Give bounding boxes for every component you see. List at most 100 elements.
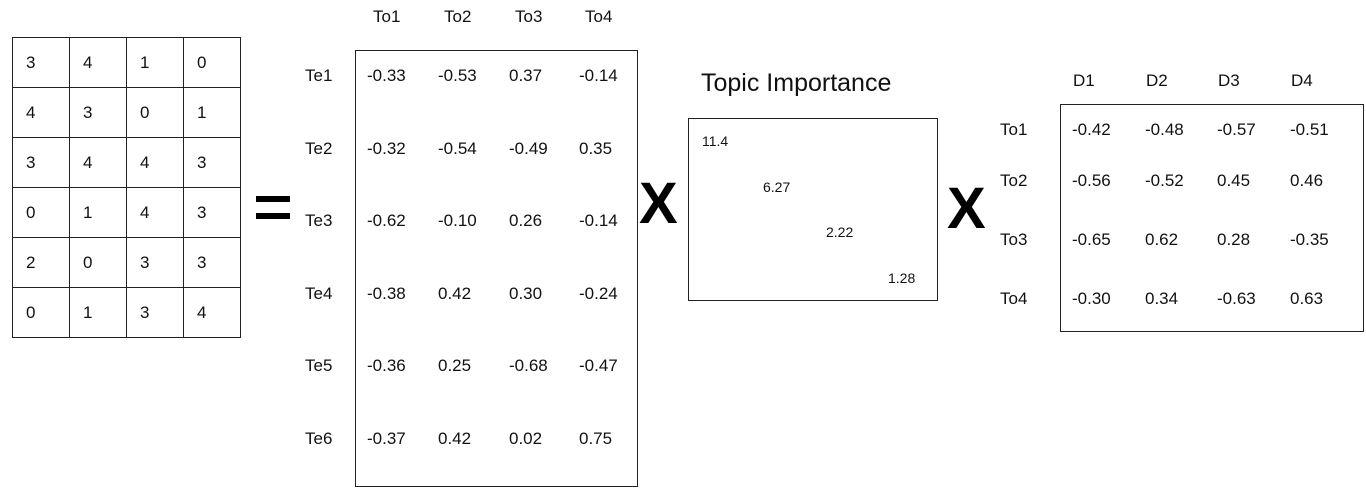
- matrix-cell: -0.63: [1217, 289, 1256, 308]
- matrix-cell: 4: [69, 37, 127, 88]
- row-header: Te2: [305, 139, 333, 158]
- matrix-cell: 4: [126, 187, 184, 238]
- matrix-cell: -0.48: [1145, 120, 1184, 139]
- matrix-row: 0 1 4 3: [12, 187, 241, 238]
- matrix-cell: 0.63: [1290, 289, 1324, 308]
- matrix-cell: 4: [126, 137, 184, 188]
- matrix-cell: 0.34: [1145, 289, 1179, 308]
- matrix-cell: 2: [12, 237, 70, 288]
- matrix-cell: 0.46: [1290, 171, 1324, 190]
- equals-bar-top: [256, 196, 290, 202]
- row-header: Te6: [305, 429, 333, 448]
- matrix-cell: 1: [183, 87, 241, 138]
- column-header: To4: [585, 7, 613, 26]
- matrix-cell: 0.42: [438, 284, 472, 303]
- matrix-cell: -0.14: [579, 66, 618, 85]
- matrix-cell: 0.25: [438, 356, 472, 375]
- matrix-cell: 0.75: [579, 429, 613, 448]
- matrix-cell: 0.45: [1217, 171, 1251, 190]
- matrix-cell: 0: [183, 37, 241, 88]
- matrix-cell: -0.14: [579, 211, 618, 230]
- matrix-cell: -0.38: [367, 284, 406, 303]
- term-document-matrix: 3 4 1 0 4 3 0 1 3 4 4 3 0 1 4 3 2 0 3 3: [12, 37, 241, 338]
- matrix-cell: -0.54: [438, 139, 477, 158]
- row-header: Te3: [305, 211, 333, 230]
- matrix-cell: 4: [69, 137, 127, 188]
- matrix-cell: 3: [69, 87, 127, 138]
- matrix-cell: -0.37: [367, 429, 406, 448]
- matrix-cell: -0.62: [367, 211, 406, 230]
- matrix-cell: -0.24: [579, 284, 618, 303]
- matrix-cell: -0.30: [1072, 289, 1111, 308]
- column-header: To2: [444, 7, 472, 26]
- topic-document-matrix-border: [1060, 104, 1364, 332]
- column-header: To1: [373, 7, 401, 26]
- matrix-cell: -0.49: [509, 139, 548, 158]
- matrix-cell: 0.28: [1217, 230, 1251, 249]
- matrix-cell: -0.65: [1072, 230, 1111, 249]
- matrix-cell: -0.47: [579, 356, 618, 375]
- matrix-cell: 4: [183, 287, 241, 338]
- matrix-cell: 0.26: [509, 211, 543, 230]
- column-header: D4: [1291, 71, 1313, 90]
- matrix-cell: 0: [12, 187, 70, 238]
- matrix-cell: -0.53: [438, 66, 477, 85]
- matrix-row: 2 0 3 3: [12, 237, 241, 288]
- column-header: D1: [1073, 71, 1095, 90]
- row-header: Te5: [305, 356, 333, 375]
- row-header: To4: [1000, 289, 1028, 308]
- column-header: To3: [515, 7, 543, 26]
- matrix-row: 3 4 1 0: [12, 37, 241, 88]
- matrix-cell: 3: [12, 137, 70, 188]
- matrix-cell: -0.42: [1072, 120, 1111, 139]
- matrix-cell: -0.52: [1145, 171, 1184, 190]
- matrix-cell: 4: [12, 87, 70, 138]
- singular-value: 11.4: [702, 133, 729, 149]
- matrix-cell: 1: [69, 287, 127, 338]
- matrix-cell: 0: [12, 287, 70, 338]
- matrix-cell: 0.02: [509, 429, 543, 448]
- matrix-cell: 0.35: [579, 139, 613, 158]
- singular-value: 1.28: [888, 270, 916, 286]
- matrix-cell: 0.42: [438, 429, 472, 448]
- matrix-cell: 0.30: [509, 284, 543, 303]
- matrix-cell: 0: [126, 87, 184, 138]
- matrix-cell: -0.32: [367, 139, 406, 158]
- row-header: To3: [1000, 230, 1028, 249]
- matrix-cell: 1: [126, 37, 184, 88]
- column-header: D3: [1218, 71, 1240, 90]
- row-header: Te1: [305, 66, 333, 85]
- row-header: To2: [1000, 171, 1028, 190]
- matrix-cell: -0.68: [509, 356, 548, 375]
- matrix-cell: -0.35: [1290, 230, 1329, 249]
- matrix-cell: -0.36: [367, 356, 406, 375]
- matrix-cell: 3: [126, 237, 184, 288]
- matrix-cell: 0.37: [509, 66, 543, 85]
- matrix-cell: 3: [183, 187, 241, 238]
- topic-importance-border: [688, 118, 938, 301]
- matrix-cell: -0.33: [367, 66, 406, 85]
- matrix-cell: -0.56: [1072, 171, 1111, 190]
- column-header: D2: [1146, 71, 1168, 90]
- matrix-cell: 0: [69, 237, 127, 288]
- term-topic-matrix-border: [355, 50, 638, 487]
- matrix-cell: 3: [183, 137, 241, 188]
- matrix-cell: 0.62: [1145, 230, 1179, 249]
- matrix-row: 3 4 4 3: [12, 137, 241, 188]
- singular-value: 6.27: [763, 179, 791, 195]
- row-header: To1: [1000, 120, 1028, 139]
- matrix-cell: 3: [12, 37, 70, 88]
- matrix-cell: -0.51: [1290, 120, 1329, 139]
- topic-importance-title: Topic Importance: [701, 69, 892, 97]
- matrix-cell: -0.57: [1217, 120, 1256, 139]
- matrix-cell: -0.10: [438, 211, 477, 230]
- singular-value: 2.22: [826, 224, 854, 240]
- row-header: Te4: [305, 284, 333, 303]
- multiply-sign: X: [639, 171, 678, 236]
- equals-bar-bottom: [256, 213, 290, 219]
- matrix-cell: 3: [126, 287, 184, 338]
- matrix-row: 4 3 0 1: [12, 87, 241, 138]
- matrix-cell: 3: [183, 237, 241, 288]
- matrix-cell: 1: [69, 187, 127, 238]
- multiply-sign: X: [947, 176, 986, 241]
